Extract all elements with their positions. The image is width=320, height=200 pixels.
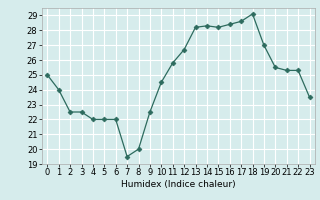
X-axis label: Humidex (Indice chaleur): Humidex (Indice chaleur) — [121, 180, 236, 189]
